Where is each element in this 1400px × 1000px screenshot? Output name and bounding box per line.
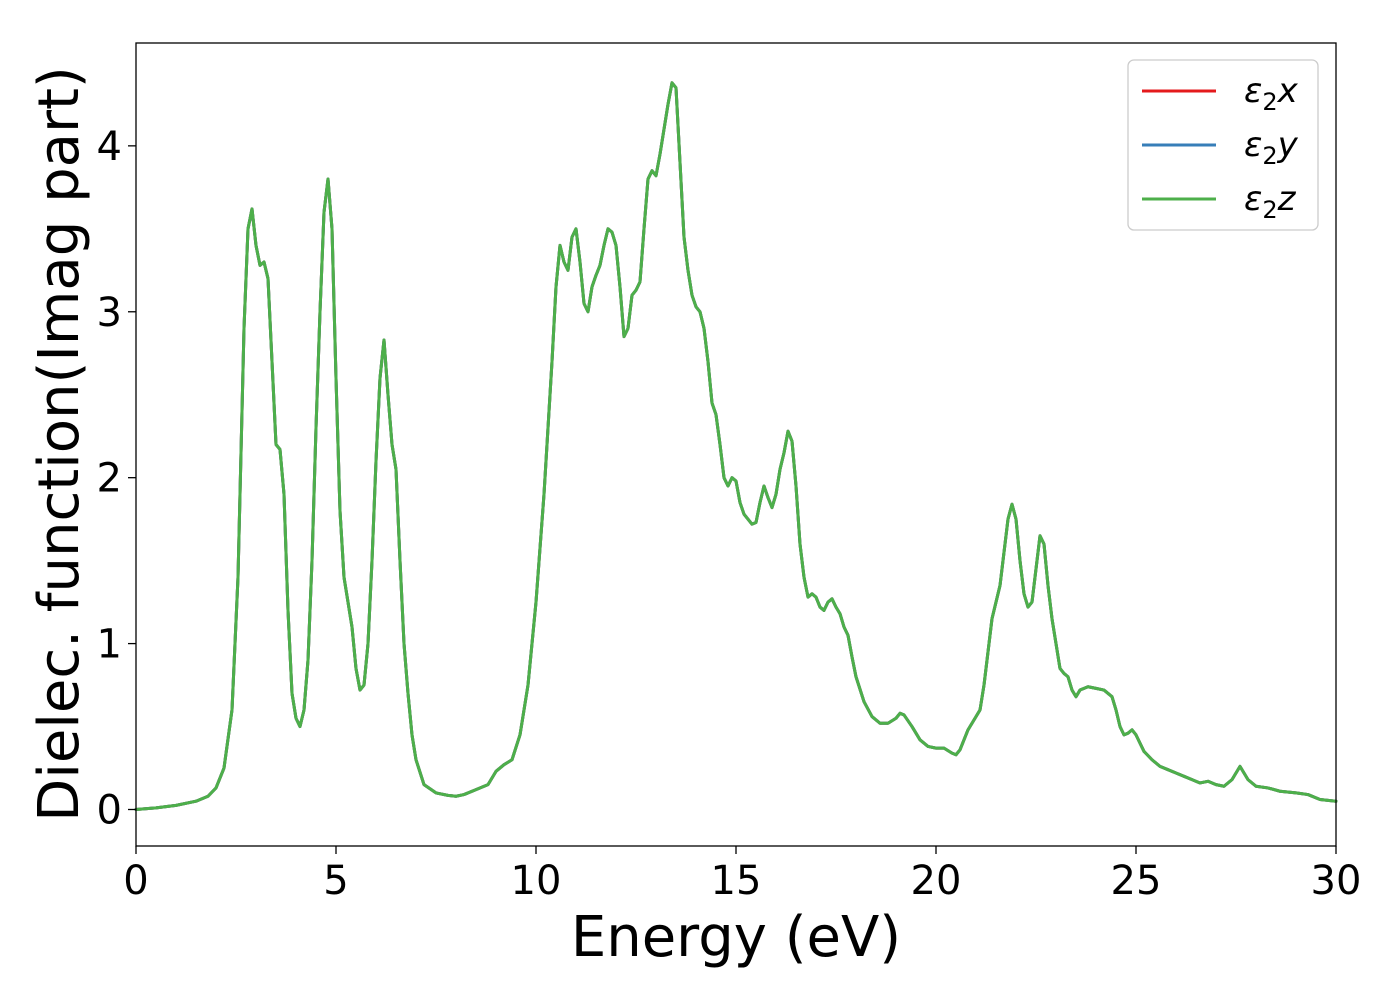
y-tick-label-0: 0: [97, 788, 122, 834]
x-axis: 0 5 10 15 20 25 30: [123, 846, 1361, 904]
x-tick-label-0: 0: [123, 858, 148, 904]
legend-label-1: ε2y: [1244, 125, 1299, 170]
x-tick-label-5: 25: [1111, 858, 1162, 904]
x-tick-label-1: 5: [323, 858, 348, 904]
x-axis-label: Energy (eV): [571, 905, 901, 970]
x-tick-label-2: 10: [511, 858, 562, 904]
y-tick-label-1: 1: [97, 622, 122, 668]
x-tick-label-4: 20: [911, 858, 962, 904]
legend-label-0: ε2x: [1244, 71, 1299, 116]
legend-label-2: ε2z: [1244, 179, 1297, 224]
series-layer: [134, 81, 1338, 811]
legend: ε2x ε2y ε2z: [1127, 59, 1319, 231]
y-axis: 0 1 2 3 4: [97, 124, 136, 834]
y-tick-label-4: 4: [97, 124, 122, 170]
x-tick-label-6: 30: [1311, 858, 1362, 904]
x-tick-label-3: 15: [711, 858, 762, 904]
legend-box: [1127, 59, 1319, 231]
series-line-2: [134, 81, 1338, 811]
y-tick-label-3: 3: [97, 290, 122, 336]
y-tick-label-2: 2: [97, 456, 122, 502]
y-axis-label: Dielec. function(Imag part): [27, 66, 92, 822]
